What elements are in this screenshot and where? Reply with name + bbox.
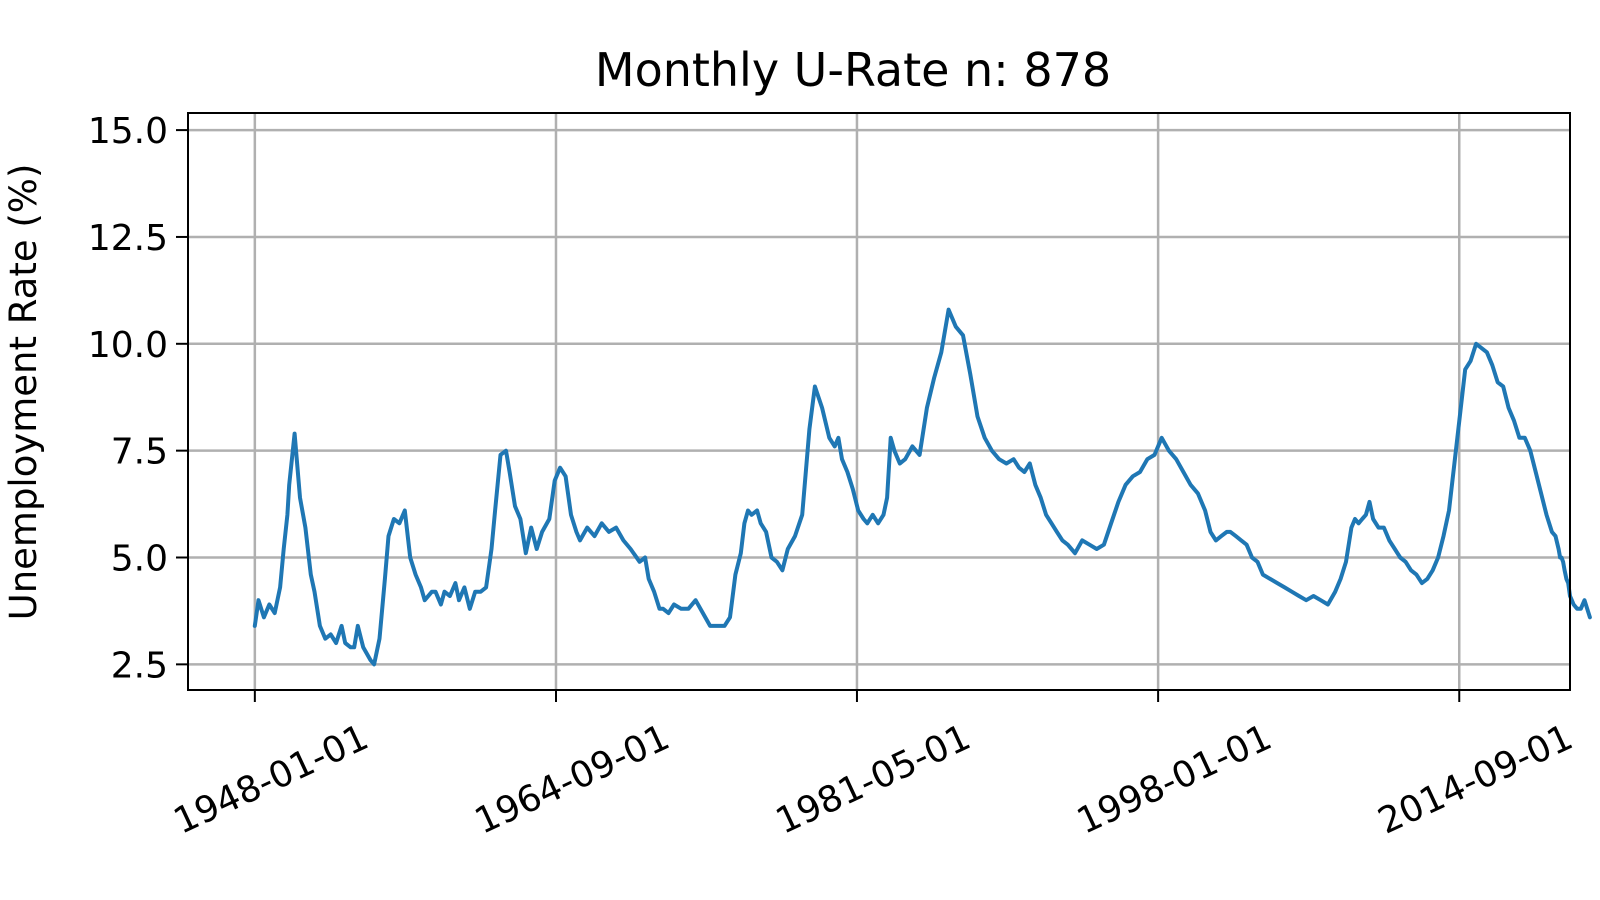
y-tick-label: 12.5	[88, 218, 168, 259]
y-tick-label: 2.5	[111, 645, 168, 686]
y-tick-label: 15.0	[88, 111, 168, 152]
grid-lines	[188, 113, 1570, 690]
chart-title: Monthly U-Rate n: 878	[595, 43, 1111, 97]
y-axis-label: Unemployment Rate (%)	[2, 164, 45, 621]
y-tick-label: 7.5	[111, 432, 168, 473]
tick-marks	[176, 129, 1461, 702]
series-line-u-rate	[252, 307, 1592, 667]
axes-frame	[187, 112, 1571, 691]
y-tick-label: 5.0	[111, 539, 168, 580]
y-tick-label: 10.0	[88, 325, 168, 366]
